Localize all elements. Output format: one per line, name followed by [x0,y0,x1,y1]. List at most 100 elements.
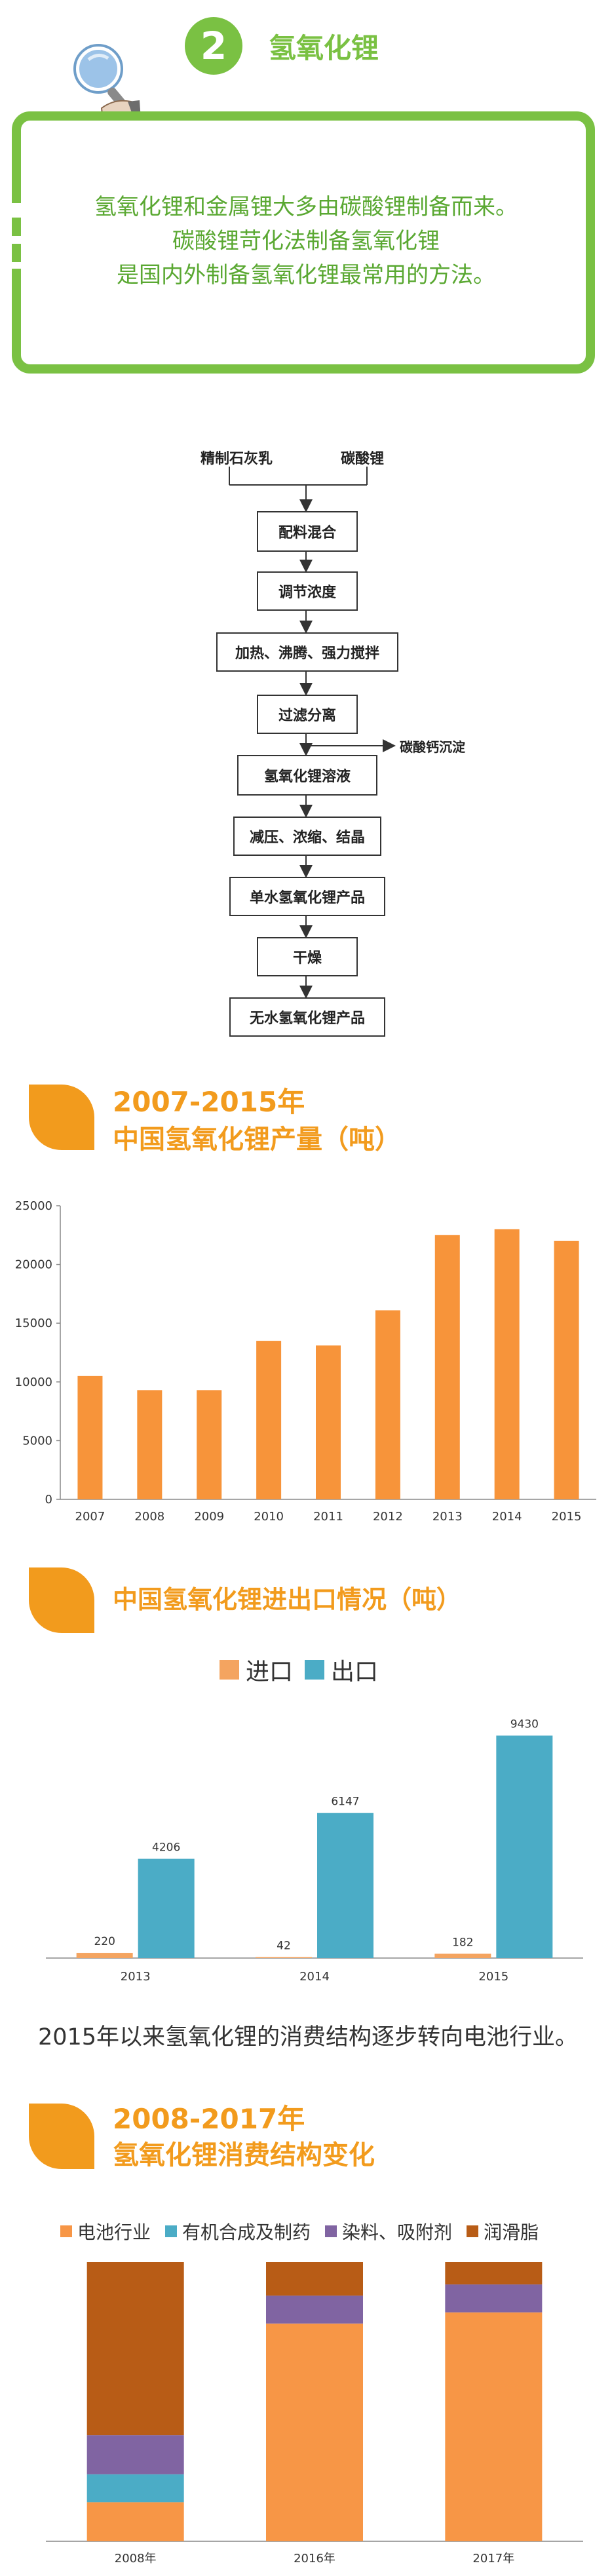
production-bar [316,1345,341,1499]
stacked-segment [86,2502,184,2541]
x-tick-label: 2017年 [472,2552,514,2566]
y-tick-label: 5000 [22,1434,52,1448]
chart2-legend: 进口 出口 [220,1653,378,1687]
production-bar [375,1310,400,1499]
stacked-segment [86,2262,184,2436]
flow-step-heating: 加热、沸腾、强力搅拌 [216,632,398,672]
production-bar [554,1240,579,1499]
flow-step-filter: 过滤分离 [257,695,358,734]
x-tick-label: 2013 [432,1510,463,1524]
production-bar [434,1235,460,1499]
y-tick-label: 15000 [15,1317,52,1330]
production-bar [77,1375,103,1499]
stacked-segment [445,2262,543,2285]
flow-step-crystallize: 减压、浓缩、结晶 [233,817,381,856]
chart3-subtitle: 氢氧化锂消费结构变化 [113,2140,375,2170]
chart3-legend: 电池行业 有机合成及制药 染料、吸附剂 润滑脂 [60,2218,539,2244]
data-label: 9430 [510,1718,539,1731]
flowchart-arrows [229,467,396,999]
data-label: 220 [94,1935,115,1948]
chart1-title: 2007-2015年 [113,1086,305,1118]
section-number: 2 [200,24,227,68]
chart1-subtitle: 中国氢氧化锂产量（吨） [113,1125,401,1155]
intro-line: 碳酸锂苛化法制备氢氧化锂 [172,228,440,254]
legend-swatch [60,2225,72,2237]
import-bar [76,1953,133,1958]
x-tick-label: 2016年 [294,2552,335,2566]
intro-paragraph: 氢氧化锂和金属锂大多由碳酸锂制备而来。 碳酸锂苛化法制备氢氧化锂 是国内外制备氢… [26,190,586,292]
x-tick-label: 2015 [552,1510,582,1524]
flow-step-monohydrate-product: 单水氢氧化锂产品 [229,877,385,916]
legend-swatch [325,2225,337,2237]
flow-step-adjust-concentration: 调节浓度 [257,571,358,611]
intro-frame [12,111,595,374]
import-export-bar-chart: 220 4206 2013 42 6147 2014 182 9430 2015 [46,1718,583,1984]
chart2-leaf-icon [29,1567,94,1633]
flow-step-anhydrous-product: 无水氢氧化锂产品 [229,997,385,1037]
stacked-segment [86,2474,184,2503]
x-tick-label: 2011 [313,1510,343,1524]
legend-label: 润滑脂 [484,2221,539,2243]
y-tick-label: 10000 [15,1375,52,1389]
stacked-segment [266,2262,363,2296]
chart3-leaf-icon [29,2104,94,2169]
import-bar [256,1957,312,1958]
section-title: 氢氧化锂 [269,32,379,64]
section-number-badge: 2 [185,17,242,75]
y-tick-label: 20000 [15,1258,52,1272]
flow-input-lithium-carbonate: 碳酸锂 [341,451,385,467]
flow-side-output: 碳酸钙沉淀 [400,739,465,755]
stacked-segment [266,2323,363,2541]
production-bar [197,1390,222,1499]
legend-label: 有机合成及制药 [182,2221,311,2243]
production-bar [494,1229,520,1499]
flow-step-solution: 氢氧化锂溶液 [237,755,377,796]
chart3-title: 2008-2017年 [113,2103,305,2135]
stacked-segment [86,2435,184,2474]
production-bar-chart: 0 5000 10000 15000 20000 25000 2007 2008 2009 201… [15,1199,596,1524]
stacked-segment [445,2284,543,2313]
data-label: 6147 [331,1796,359,1809]
frame-dash [12,218,21,236]
x-tick-label: 2010 [254,1510,284,1524]
import-bar [434,1953,491,1958]
production-bar [137,1390,163,1499]
export-bar [496,1735,553,1958]
x-tick-label: 2014 [492,1510,522,1524]
legend-swatch [165,2225,178,2237]
chart2-title: 中国氢氧化锂进出口情况（吨） [113,1585,462,1614]
production-bar [256,1341,282,1499]
legend-swatch-import [220,1660,239,1680]
legend-label-import: 进口 [246,1659,294,1685]
flow-input-lime: 精制石灰乳 [201,451,273,467]
x-tick-label: 2013 [121,1970,151,1984]
stacked-segment [445,2312,543,2541]
x-tick-label: 2008 [134,1510,164,1524]
legend-label-export: 出口 [331,1659,379,1685]
x-tick-label: 2014 [299,1970,330,1984]
intro-line: 是国内外制备氢氧化锂最常用的方法。 [117,262,495,288]
y-tick-label: 25000 [15,1199,52,1213]
data-label: 182 [452,1936,473,1949]
export-bar [317,1813,373,1958]
chart1-leaf-icon [29,1085,94,1150]
x-tick-label: 2008年 [115,2552,157,2566]
x-tick-label: 2015 [478,1970,508,1984]
stacked-segment [266,2296,363,2324]
flow-step-dry: 干燥 [257,937,358,976]
x-tick-label: 2012 [373,1510,403,1524]
data-label: 42 [277,1939,291,1952]
legend-swatch [467,2225,479,2237]
frame-dash [12,244,21,262]
x-tick-label: 2009 [194,1510,224,1524]
flow-step-mixing: 配料混合 [257,511,358,552]
x-tick-label: 2007 [75,1510,105,1524]
note-text: 2015年以来氢氧化锂的消费结构逐步转向电池行业。 [37,2024,579,2050]
legend-label: 染料、吸附剂 [342,2221,453,2243]
consumption-stacked-chart: 2008年 2016年 2017年 [46,2262,583,2566]
legend-swatch-export [305,1660,325,1680]
intro-line: 氢氧化锂和金属锂大多由碳酸锂制备而来。 [94,194,518,220]
legend-label: 电池行业 [77,2221,151,2243]
y-tick-label: 0 [45,1493,52,1507]
data-label: 4206 [152,1841,180,1855]
